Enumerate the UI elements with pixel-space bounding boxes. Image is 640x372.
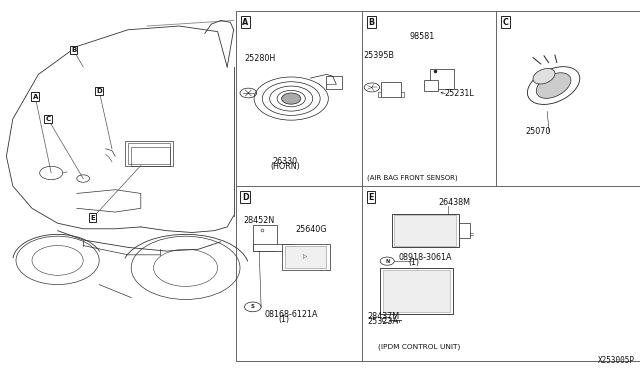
Ellipse shape <box>536 73 571 98</box>
Text: 25395B: 25395B <box>363 51 394 60</box>
Text: 25280H: 25280H <box>244 54 276 63</box>
Text: (1): (1) <box>408 258 419 267</box>
Text: 08918-3061A: 08918-3061A <box>398 253 452 262</box>
Text: (IPDM CONTROL UNIT): (IPDM CONTROL UNIT) <box>378 344 460 350</box>
Text: D: D <box>242 193 248 202</box>
Bar <box>380 268 453 314</box>
Text: 25070: 25070 <box>525 127 550 136</box>
Text: 25640G: 25640G <box>296 225 327 234</box>
Bar <box>401 92 404 97</box>
Text: S: S <box>251 304 255 310</box>
Circle shape <box>380 257 394 265</box>
Ellipse shape <box>533 68 555 84</box>
Text: E: E <box>90 215 95 221</box>
Text: 28437M: 28437M <box>367 312 399 321</box>
Bar <box>128 143 170 164</box>
Bar <box>131 147 170 166</box>
Text: B: B <box>368 18 374 27</box>
Text: 25231L: 25231L <box>445 89 474 97</box>
Bar <box>394 215 456 246</box>
Text: E: E <box>369 193 374 202</box>
Text: 26330: 26330 <box>272 157 298 166</box>
Bar <box>285 246 326 268</box>
Bar <box>459 223 470 238</box>
Text: A: A <box>33 94 38 100</box>
Text: A: A <box>242 18 248 27</box>
Text: (1): (1) <box>278 315 289 324</box>
Text: X253005P: X253005P <box>598 356 635 365</box>
Text: N: N <box>385 259 389 264</box>
Bar <box>236 11 640 361</box>
Text: 08168-6121A: 08168-6121A <box>264 310 318 319</box>
Bar <box>383 270 450 312</box>
Bar <box>392 214 459 247</box>
Bar <box>378 92 381 97</box>
Text: ▷: ▷ <box>303 254 307 259</box>
Text: D: D <box>97 88 102 94</box>
Text: C: C <box>45 116 51 122</box>
Bar <box>253 244 291 251</box>
Text: (HORN): (HORN) <box>270 162 300 171</box>
Text: B: B <box>71 47 76 53</box>
Bar <box>282 244 330 270</box>
Bar <box>326 76 342 89</box>
Bar <box>253 225 277 251</box>
Text: 98581: 98581 <box>410 32 435 41</box>
Text: 26438M: 26438M <box>438 198 470 207</box>
Bar <box>424 80 438 91</box>
Text: 28452N: 28452N <box>243 216 275 225</box>
Bar <box>430 69 454 89</box>
Circle shape <box>282 93 301 104</box>
Bar <box>125 141 173 166</box>
Bar <box>381 82 401 97</box>
Text: (AIR BAG FRONT SENSOR): (AIR BAG FRONT SENSOR) <box>367 174 458 181</box>
Text: C: C <box>502 18 509 27</box>
Circle shape <box>244 302 261 312</box>
Text: 25323A: 25323A <box>367 317 398 326</box>
